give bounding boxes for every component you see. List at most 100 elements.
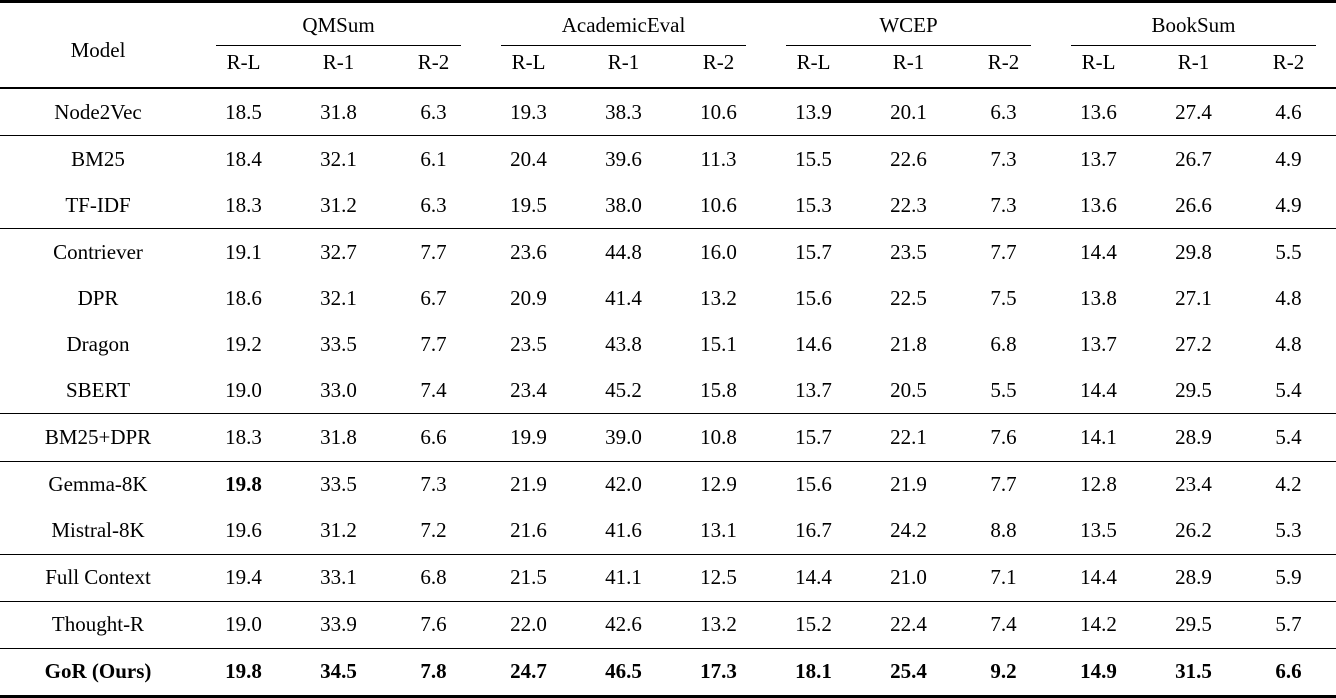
score-cell: 21.9: [510, 472, 547, 497]
score-cell: 19.0: [225, 612, 262, 637]
score-cell: 26.7: [1175, 146, 1212, 171]
table-section-6: Thought-R 19.0 33.9 7.6 22.0 42.6 13.2 15.2 22.…: [0, 601, 1336, 648]
model-name-cell: SBERT: [65, 377, 131, 402]
score-cell: 28.9: [1175, 424, 1212, 449]
score-cell: 12.9: [700, 472, 737, 497]
model-name-cell: Gemma-8K: [48, 472, 148, 497]
score-cell: 27.2: [1175, 331, 1212, 356]
score-cell: 19.8: [225, 659, 262, 684]
score-cell: 22.4: [890, 612, 927, 637]
model-name-cell: BM25: [71, 146, 125, 171]
metric-header: R-1: [1146, 46, 1242, 89]
score-cell: 21.8: [890, 331, 927, 356]
metric-header: R-L: [196, 46, 291, 89]
score-cell: 6.3: [420, 192, 447, 217]
score-cell: 19.5: [510, 192, 547, 217]
score-cell: 20.1: [890, 99, 927, 124]
score-cell: 27.4: [1175, 99, 1212, 124]
group-label: QMSum: [216, 13, 461, 46]
score-cell: 23.6: [510, 239, 547, 264]
score-cell: 21.0: [890, 565, 927, 590]
table-section-5: Full Context 19.4 33.1 6.8 21.5 41.1 12.5 14.4…: [0, 554, 1336, 601]
group-label: AcademicEval: [501, 13, 747, 46]
score-cell: 7.2: [420, 518, 447, 543]
score-cell: 7.1: [990, 565, 1017, 590]
score-cell: 26.6: [1175, 192, 1212, 217]
score-cell: 15.5: [795, 146, 832, 171]
score-cell: 23.5: [890, 239, 927, 264]
table-row: DPR 18.6 32.1 6.7 20.9 41.4 13.2 15.6 22.5 7.5 13…: [0, 275, 1336, 321]
score-cell: 22.0: [510, 612, 547, 637]
metric-header: R-L: [766, 46, 862, 89]
score-cell: 21.6: [510, 518, 547, 543]
score-cell: 44.8: [605, 239, 642, 264]
score-cell: 6.6: [1275, 659, 1302, 684]
score-cell: 13.8: [1080, 285, 1117, 310]
score-cell: 22.5: [890, 285, 927, 310]
score-cell: 22.3: [890, 192, 927, 217]
score-cell: 20.4: [510, 146, 547, 171]
table-row: SBERT 19.0 33.0 7.4 23.4 45.2 15.8 13.7 20.5 5.5…: [0, 367, 1336, 414]
score-cell: 15.6: [795, 285, 832, 310]
score-cell: 41.4: [605, 285, 642, 310]
score-cell: 7.4: [990, 612, 1017, 637]
score-cell: 39.0: [605, 424, 642, 449]
table-row: Contriever 19.1 32.7 7.7 23.6 44.8 16.0 15.7 23…: [0, 229, 1336, 276]
group-header-row: Model QMSum AcademicEval WCEP BookSum: [0, 1, 1336, 89]
score-cell: 6.8: [420, 565, 447, 590]
score-cell: 19.8: [225, 472, 262, 497]
score-cell: 22.6: [890, 146, 927, 171]
metric-header: R-2: [956, 46, 1052, 89]
score-cell: 7.4: [420, 377, 447, 402]
score-cell: 7.7: [990, 472, 1017, 497]
score-cell: 5.5: [990, 377, 1017, 402]
score-cell: 21.5: [510, 565, 547, 590]
score-cell: 5.3: [1275, 518, 1302, 543]
score-cell: 43.8: [605, 331, 642, 356]
score-cell: 31.5: [1175, 659, 1212, 684]
score-cell: 5.7: [1275, 612, 1302, 637]
score-cell: 12.8: [1080, 472, 1117, 497]
score-cell: 20.9: [510, 285, 547, 310]
table-section-1: BM25 18.4 32.1 6.1 20.4 39.6 11.3 15.5 22.6 7.3 1…: [0, 135, 1336, 229]
table-row: GoR (Ours) 19.8 34.5 7.8 24.7 46.5 17.3 18.1 25…: [0, 648, 1336, 696]
score-cell: 19.0: [225, 377, 262, 402]
score-cell: 27.1: [1175, 285, 1212, 310]
score-cell: 15.7: [795, 239, 832, 264]
score-cell: 13.7: [1080, 146, 1117, 171]
group-label: BookSum: [1071, 13, 1317, 46]
metric-header: R-1: [291, 46, 386, 89]
score-cell: 7.3: [990, 192, 1017, 217]
score-cell: 14.6: [795, 331, 832, 356]
score-cell: 28.9: [1175, 565, 1212, 590]
score-cell: 6.3: [990, 99, 1017, 124]
metric-header: R-1: [576, 46, 671, 89]
table-row: Node2Vec 18.5 31.8 6.3 19.3 38.3 10.6 13.9 20.1…: [0, 88, 1336, 136]
score-cell: 38.0: [605, 192, 642, 217]
score-cell: 14.4: [795, 565, 832, 590]
metric-header: R-2: [671, 46, 767, 89]
score-cell: 29.8: [1175, 239, 1212, 264]
table-row: Full Context 19.4 33.1 6.8 21.5 41.1 12.5 14.4…: [0, 554, 1336, 601]
table-section-2: Contriever 19.1 32.7 7.7 23.6 44.8 16.0 15.7 23…: [0, 228, 1336, 414]
score-cell: 4.8: [1275, 285, 1302, 310]
model-name-cell: Thought-R: [51, 612, 145, 637]
score-cell: 13.5: [1080, 518, 1117, 543]
score-cell: 39.6: [605, 146, 642, 171]
score-cell: 15.6: [795, 472, 832, 497]
table-row: Thought-R 19.0 33.9 7.6 22.0 42.6 13.2 15.2 22.…: [0, 601, 1336, 648]
model-name-cell: GoR (Ours): [44, 659, 152, 684]
score-cell: 5.9: [1275, 565, 1302, 590]
table-row: Gemma-8K 19.8 33.5 7.3 21.9 42.0 12.9 15.6 21.9…: [0, 461, 1336, 508]
model-name-cell: DPR: [77, 285, 119, 310]
score-cell: 33.9: [320, 612, 357, 637]
score-cell: 4.6: [1275, 99, 1302, 124]
group-header-qmsum: QMSum: [196, 2, 481, 46]
score-cell: 46.5: [605, 659, 642, 684]
table-row: Dragon 19.2 33.5 7.7 23.5 43.8 15.1 14.6 21.8 6.…: [0, 321, 1336, 367]
score-cell: 42.0: [605, 472, 642, 497]
group-header-booksum: BookSum: [1051, 2, 1336, 46]
score-cell: 14.4: [1080, 377, 1117, 402]
model-column-header: Model: [0, 1, 196, 89]
score-cell: 14.2: [1080, 612, 1117, 637]
